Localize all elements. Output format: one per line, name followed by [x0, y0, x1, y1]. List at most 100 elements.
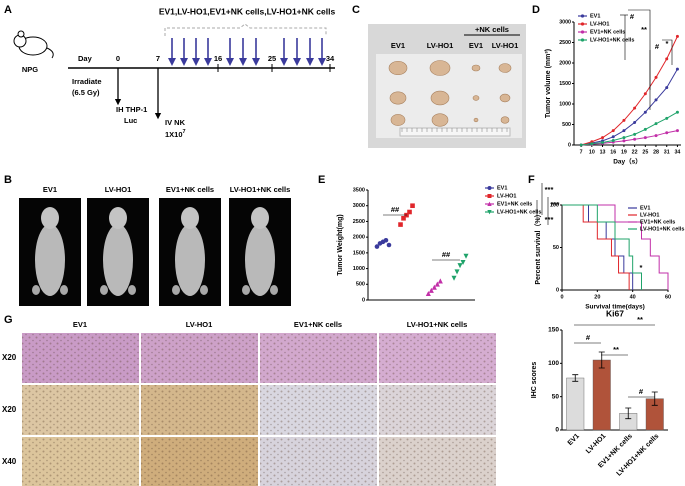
y-tick-label: 1500	[559, 81, 571, 87]
point	[401, 215, 406, 221]
point	[437, 278, 443, 284]
luc: Luc	[124, 116, 137, 125]
legend-label: EV1	[590, 13, 600, 19]
mouse-head	[109, 207, 127, 229]
panel-letter: G	[4, 314, 13, 326]
error-bar	[625, 407, 632, 420]
y-tick-label: 500	[562, 122, 571, 128]
y-tick-label: 50	[553, 245, 559, 251]
chart-title: Ki67	[606, 308, 624, 318]
ihc-texture	[22, 437, 139, 486]
tumor	[390, 114, 406, 126]
point	[643, 110, 647, 114]
x-tick-label: 60	[665, 294, 671, 300]
mouse-feet	[100, 285, 108, 295]
bracket	[164, 23, 327, 36]
series-line	[581, 68, 678, 146]
point	[633, 120, 637, 124]
x-tick-label: 16	[610, 149, 616, 155]
annotation: #	[586, 333, 591, 342]
point	[454, 269, 460, 275]
mouse-label: NPG	[22, 65, 38, 74]
x-tick-label: 22	[632, 149, 638, 155]
point	[611, 138, 615, 142]
legend-swatch	[487, 210, 492, 215]
point	[601, 136, 605, 140]
bar	[592, 359, 611, 431]
tumor	[472, 95, 480, 101]
photo-column-label: LV-HO1	[492, 41, 519, 50]
mouse-feet	[32, 285, 40, 295]
ihc-column-label: LV-HO1	[186, 320, 213, 329]
x-tick-label: 10	[589, 149, 595, 155]
panel-letter: C	[352, 4, 360, 16]
ihc-texture	[141, 333, 258, 383]
annotation: **	[637, 315, 643, 324]
point	[622, 136, 626, 140]
point	[665, 86, 669, 90]
mouse-silhouette	[35, 224, 65, 296]
tumor	[430, 90, 450, 106]
annotation: **	[613, 345, 619, 354]
dose: (6.5 Gy)	[72, 88, 100, 97]
mouse-silhouette	[175, 224, 205, 296]
point	[643, 127, 647, 131]
point	[407, 209, 412, 215]
imaging-column-label: LV-HO1+NK cells	[230, 185, 291, 194]
x-tick-label: 7	[580, 149, 583, 155]
annotation: ***	[545, 185, 554, 194]
legend-label: EV1	[640, 205, 650, 211]
bracket	[662, 39, 673, 65]
point	[633, 132, 637, 136]
tumor	[499, 93, 511, 103]
legend-label: LV-HO1	[640, 212, 659, 218]
x-tick-label: 19	[621, 149, 627, 155]
point	[451, 275, 457, 281]
point	[643, 92, 647, 96]
y-tick-label: 1000	[559, 101, 571, 107]
legend-label: EV1+NK cells	[497, 201, 532, 207]
survival-curve	[562, 204, 642, 290]
point	[457, 263, 463, 269]
day-tick-label: 25	[268, 54, 276, 63]
x-tick-label: 40	[630, 294, 636, 300]
legend-label: LV-HO1+NK cells	[497, 209, 541, 215]
nk-group-label: +NK cells	[475, 25, 509, 34]
legend-swatch	[580, 38, 585, 42]
point	[654, 98, 658, 102]
annotation: *	[640, 263, 643, 272]
y-tick-label: 500	[356, 282, 365, 288]
point	[434, 281, 440, 287]
y-tick-label: 2500	[559, 40, 571, 46]
tumor	[473, 117, 479, 123]
nk-dose: 1X107	[165, 129, 186, 139]
ihc-texture	[260, 437, 377, 486]
annotation: #	[639, 387, 644, 396]
y-tick-label: 3500	[353, 187, 365, 193]
point	[601, 141, 605, 145]
panel-letter: A	[4, 4, 12, 16]
ihc-texture	[141, 385, 258, 435]
y-tick-label: 100	[550, 202, 559, 208]
tumor	[429, 60, 451, 76]
point	[590, 140, 594, 144]
y-tick-label: 100	[548, 360, 559, 367]
y-tick-label: 0	[555, 427, 559, 434]
ihc-texture	[22, 385, 139, 435]
legend-label: LV-HO1	[497, 193, 516, 199]
point	[386, 242, 392, 248]
legend-swatch	[580, 14, 585, 18]
point	[633, 106, 637, 110]
ihc-texture	[260, 385, 377, 435]
annotation: *	[666, 39, 669, 48]
annotation: #	[655, 42, 660, 51]
point	[643, 136, 647, 140]
x-axis-label: Day（s）	[613, 158, 642, 166]
ihc-row-label: X20	[2, 405, 17, 414]
mouse-feet	[172, 285, 180, 295]
panel-letter: F	[528, 174, 535, 186]
error-bar	[572, 374, 579, 382]
ihc-texture	[379, 333, 496, 383]
legend-label: EV1	[497, 185, 507, 191]
